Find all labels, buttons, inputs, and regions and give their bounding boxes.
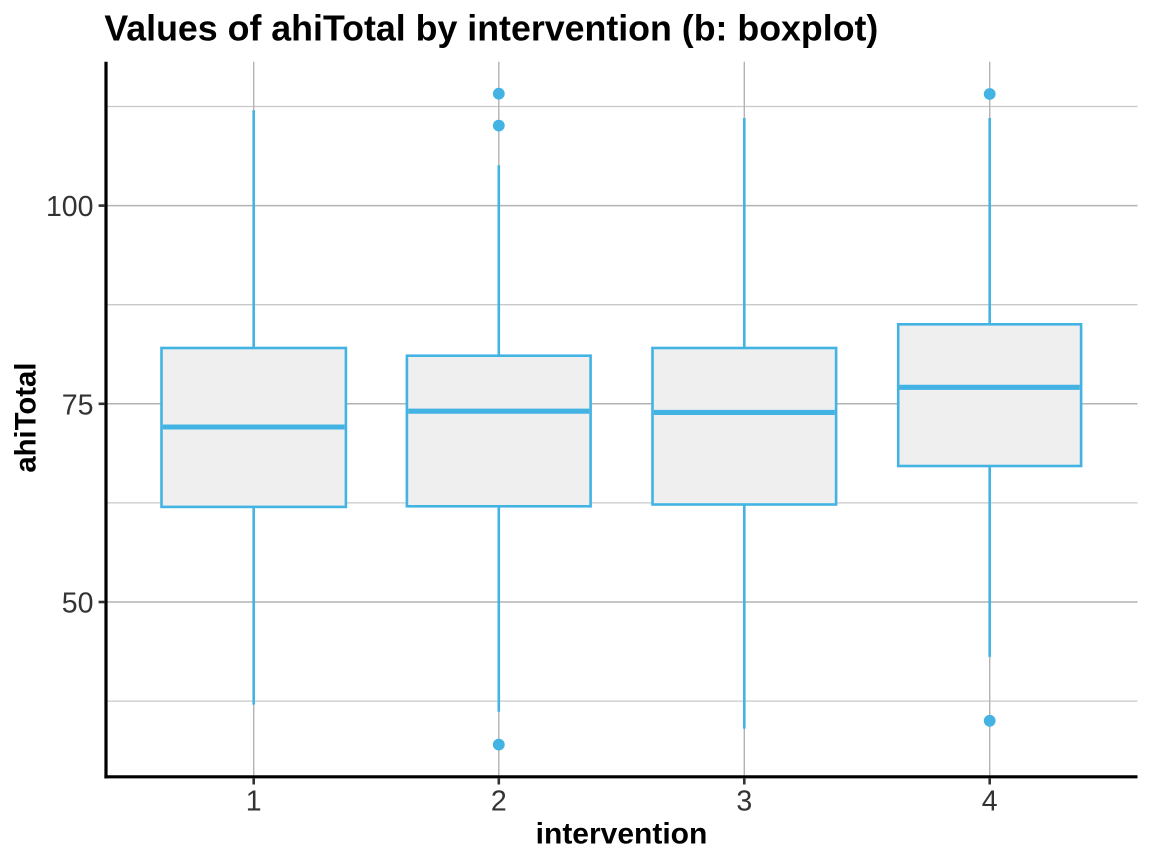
svg-text:Values of ahiTotal by interven: Values of ahiTotal by intervention (b: b…	[104, 9, 878, 49]
svg-text:1: 1	[246, 786, 262, 818]
svg-text:50: 50	[62, 588, 94, 620]
svg-text:75: 75	[62, 389, 94, 421]
svg-text:4: 4	[982, 786, 998, 818]
svg-text:ahiTotal: ahiTotal	[10, 363, 43, 473]
svg-text:100: 100	[46, 191, 94, 223]
svg-text:2: 2	[491, 786, 507, 818]
svg-text:3: 3	[736, 786, 752, 818]
svg-text:intervention: intervention	[536, 818, 708, 851]
